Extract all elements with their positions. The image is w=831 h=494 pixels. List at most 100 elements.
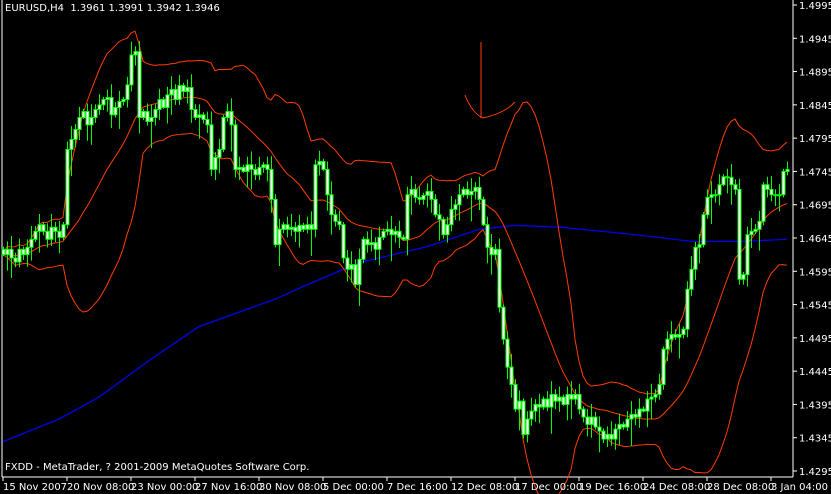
candle: [733, 179, 738, 195]
time-tick-label: 5 Dec 00:00: [323, 482, 384, 493]
candle-body: [601, 430, 606, 440]
candle-body: [169, 89, 174, 96]
candle: [301, 222, 306, 233]
candle: [365, 231, 370, 253]
candle: [357, 248, 362, 306]
candle: [497, 238, 502, 313]
candle-body: [317, 160, 322, 166]
price-tick-label: 1.4645: [799, 234, 831, 245]
candle: [149, 104, 154, 149]
candle-body: [349, 264, 354, 270]
candle: [725, 168, 730, 194]
candle: [561, 394, 566, 406]
candle: [485, 216, 490, 264]
candle: [493, 243, 498, 260]
candle-body: [477, 186, 482, 200]
candle-body: [365, 238, 370, 246]
candle: [505, 331, 510, 380]
candle: [181, 82, 186, 97]
time-tick-label: 15 Nov 2007: [3, 482, 67, 493]
candle-body: [221, 117, 226, 150]
candle-body: [237, 166, 242, 170]
candle: [253, 164, 258, 181]
candle-body: [565, 393, 570, 405]
candle: [113, 102, 118, 118]
candle-body: [513, 383, 518, 410]
candle-body: [25, 246, 30, 256]
candle-body: [289, 226, 294, 230]
candle-body: [97, 104, 102, 111]
candle: [549, 381, 554, 434]
candle: [333, 209, 338, 227]
candle: [637, 398, 642, 428]
candle: [29, 226, 34, 261]
candle-body: [621, 423, 626, 428]
candle: [585, 409, 590, 437]
candle-body: [517, 400, 522, 410]
candle: [689, 255, 694, 296]
candle: [781, 168, 786, 198]
candle-body: [721, 176, 726, 186]
candle-body: [301, 224, 306, 230]
candle-body: [769, 188, 774, 196]
candle-body: [53, 226, 58, 232]
candle: [257, 156, 262, 181]
candle: [9, 236, 14, 278]
candle: [269, 156, 274, 213]
candle: [749, 218, 754, 248]
candle: [673, 329, 678, 340]
candle-body: [729, 176, 734, 186]
time-tick-label: 24 Dec 08:00: [643, 482, 710, 493]
candle-body: [173, 89, 178, 101]
bollinger-middle-band: [2, 96, 788, 420]
candle-body: [681, 328, 686, 336]
candle-body: [285, 224, 290, 230]
candle-body: [661, 348, 666, 385]
candle-body: [409, 188, 414, 196]
drawn-arrow-object: [464, 42, 516, 119]
candle-body: [213, 156, 218, 170]
candle-body: [293, 226, 298, 232]
candle: [101, 96, 106, 111]
candle-body: [773, 194, 778, 197]
candle-body: [5, 248, 10, 256]
time-tick-label: 17 Dec 00:00: [515, 482, 582, 493]
candle: [437, 204, 442, 241]
candle-body: [13, 257, 18, 263]
candle: [461, 186, 466, 198]
candle: [189, 74, 194, 123]
candle-body: [241, 166, 246, 172]
candle-body: [737, 188, 742, 280]
candle: [393, 226, 398, 243]
candle-body: [45, 230, 50, 240]
candle-body: [353, 264, 358, 286]
candle: [541, 396, 546, 410]
candle: [441, 216, 446, 239]
price-tick-label: 1.4845: [799, 101, 831, 112]
candle-body: [29, 238, 34, 248]
candle: [697, 234, 702, 264]
candle: [57, 220, 62, 254]
candle: [421, 192, 426, 205]
candle: [277, 218, 282, 266]
candle-body: [165, 94, 170, 109]
candle: [141, 108, 146, 121]
candle: [509, 353, 514, 398]
candle-body: [157, 99, 162, 111]
candle: [429, 178, 434, 213]
candle-body: [105, 97, 110, 101]
candle-body: [161, 99, 166, 109]
candle: [401, 234, 406, 241]
price-tick-label: 1.4395: [799, 400, 831, 411]
candle: [605, 426, 610, 448]
candle: [65, 141, 70, 229]
candle-body: [509, 366, 514, 385]
candle: [525, 411, 530, 443]
candle: [565, 386, 570, 421]
candle-body: [181, 85, 186, 93]
candle: [289, 214, 294, 237]
candle: [97, 94, 102, 115]
candle: [329, 181, 334, 235]
candle: [133, 46, 138, 66]
